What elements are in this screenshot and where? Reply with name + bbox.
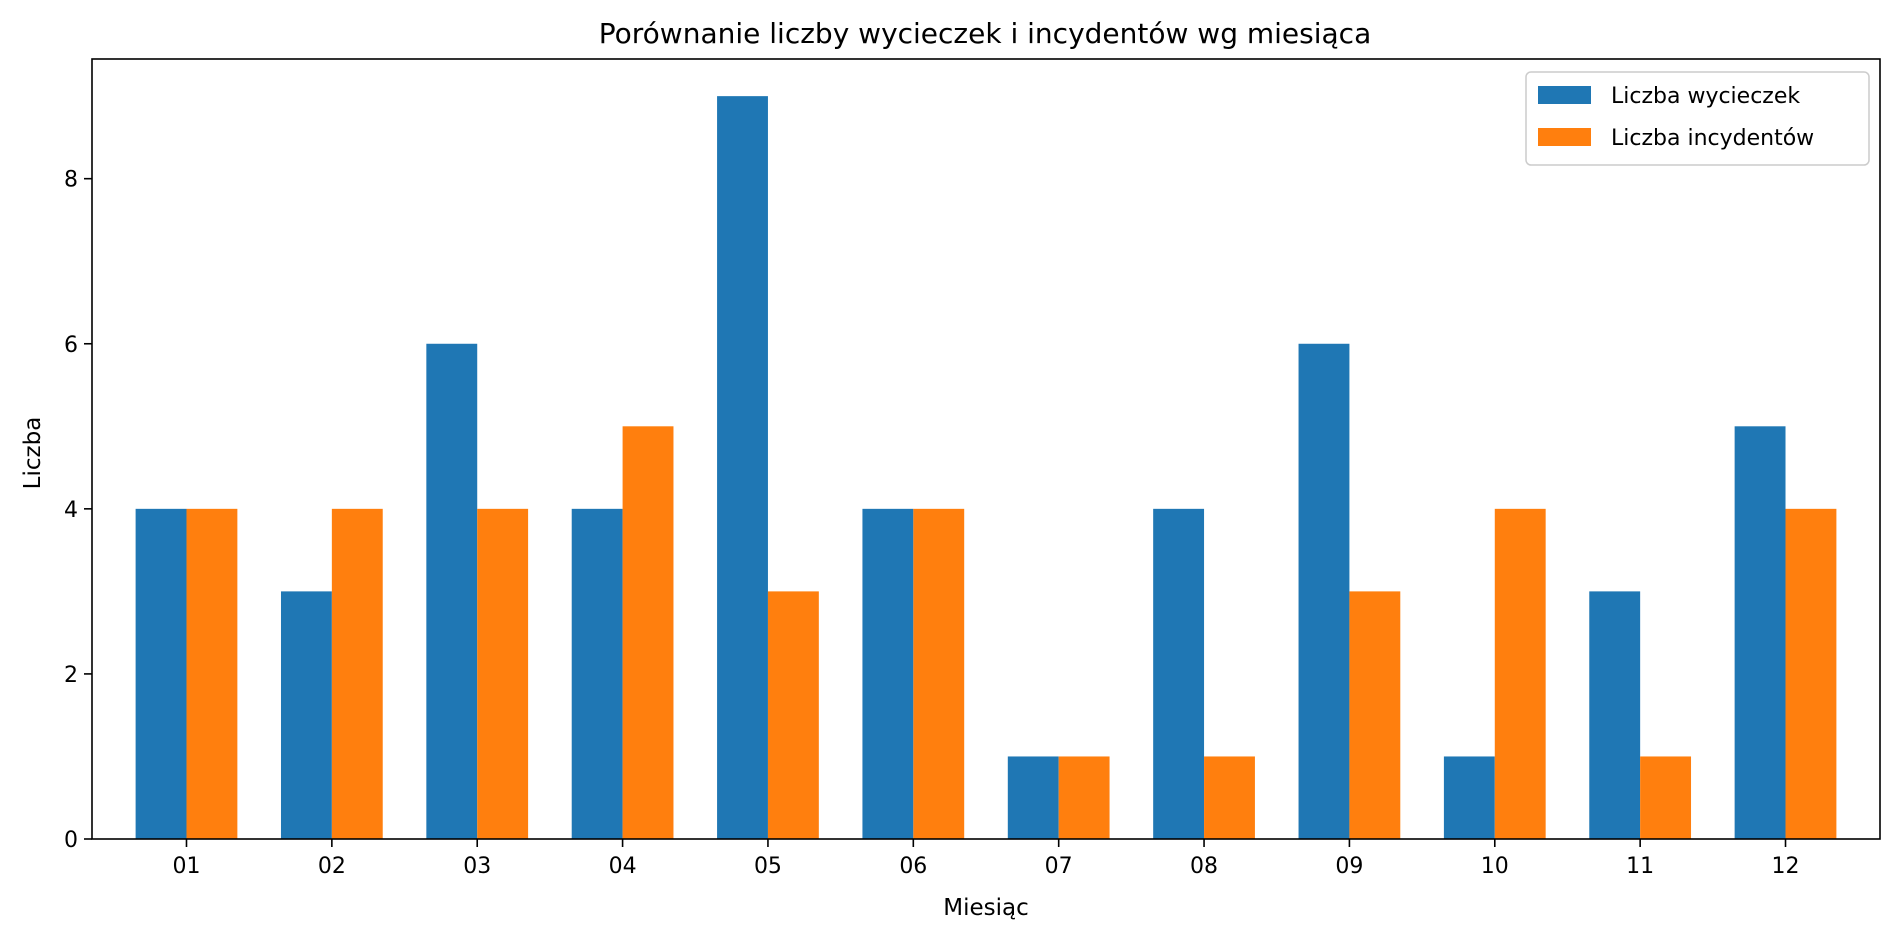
legend-swatch bbox=[1538, 128, 1591, 146]
bar-incydenty-12 bbox=[1785, 508, 1837, 839]
bar-incydenty-05 bbox=[767, 591, 819, 839]
bars-group bbox=[135, 96, 1837, 839]
bar-wycieczki-08 bbox=[1153, 508, 1205, 839]
bar-wycieczki-06 bbox=[862, 508, 914, 839]
legend-label: Liczba wycieczek bbox=[1611, 84, 1800, 109]
legend: Liczba wycieczek Liczba incydentów bbox=[1525, 71, 1870, 166]
bar-wycieczki-10 bbox=[1443, 756, 1495, 839]
bar-incydenty-01 bbox=[186, 508, 238, 839]
y-tick-label: 2 bbox=[64, 663, 78, 688]
bar-wycieczki-12 bbox=[1734, 426, 1786, 839]
x-tick-label: 02 bbox=[318, 854, 346, 879]
bar-incydenty-06 bbox=[913, 508, 965, 839]
bar-incydenty-09 bbox=[1349, 591, 1401, 839]
legend-swatch bbox=[1538, 86, 1591, 104]
bar-incydenty-04 bbox=[622, 426, 674, 839]
x-tick-label: 10 bbox=[1481, 854, 1509, 879]
bar-wycieczki-05 bbox=[717, 96, 768, 839]
x-tick-label: 01 bbox=[172, 854, 200, 879]
legend-label: Liczba incydentów bbox=[1611, 126, 1814, 151]
bar-incydenty-10 bbox=[1494, 508, 1546, 839]
bar-incydenty-11 bbox=[1640, 756, 1692, 839]
y-tick-label: 6 bbox=[64, 333, 78, 358]
bar-wycieczki-02 bbox=[280, 591, 332, 839]
y-axis-label: Liczba bbox=[20, 417, 46, 490]
x-axis-ticks: 01 02 03 04 05 06 07 08 09 10 11 12 bbox=[172, 839, 1800, 879]
x-tick-label: 09 bbox=[1335, 854, 1363, 879]
x-tick-label: 12 bbox=[1772, 854, 1800, 879]
x-tick-label: 06 bbox=[899, 854, 927, 879]
bar-wycieczki-11 bbox=[1589, 591, 1641, 839]
x-tick-label: 11 bbox=[1626, 854, 1654, 879]
x-tick-label: 07 bbox=[1045, 854, 1073, 879]
plot-frame bbox=[91, 58, 1881, 840]
x-axis-label: Miesiąc bbox=[943, 895, 1029, 921]
y-axis-ticks: 0 2 4 6 8 bbox=[64, 168, 92, 853]
bar-wycieczki-09 bbox=[1298, 343, 1350, 839]
bar-wycieczki-07 bbox=[1007, 756, 1059, 839]
bar-incydenty-08 bbox=[1204, 756, 1255, 839]
y-tick-label: 0 bbox=[64, 828, 78, 853]
bar-incydenty-07 bbox=[1058, 756, 1110, 839]
bar-incydenty-02 bbox=[331, 508, 383, 839]
y-tick-label: 4 bbox=[64, 498, 78, 523]
x-tick-label: 03 bbox=[463, 854, 491, 879]
bar-wycieczki-04 bbox=[571, 508, 623, 839]
x-tick-label: 08 bbox=[1190, 854, 1218, 879]
bar-incydenty-03 bbox=[477, 508, 529, 839]
x-tick-label: 04 bbox=[609, 854, 637, 879]
y-tick-label: 8 bbox=[64, 168, 78, 193]
chart-title: Porównanie liczby wycieczek i incydentów… bbox=[599, 17, 1371, 50]
x-tick-label: 05 bbox=[754, 854, 782, 879]
bar-wycieczki-01 bbox=[135, 508, 187, 839]
bar-wycieczki-03 bbox=[426, 343, 478, 839]
legend-box bbox=[1525, 71, 1870, 166]
